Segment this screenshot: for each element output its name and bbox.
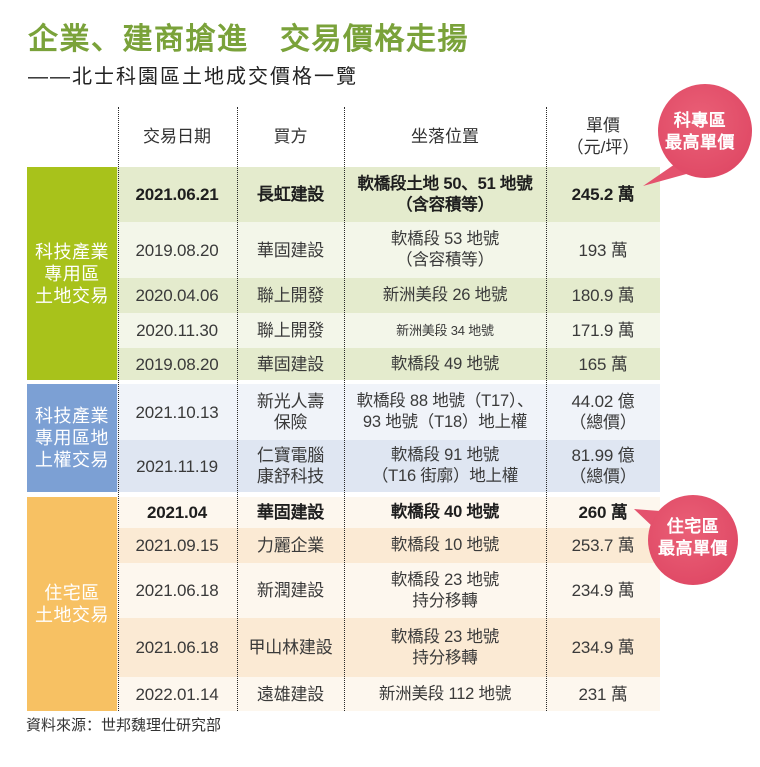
date-cell: 2021.06.18 — [135, 638, 219, 657]
date-cell: 2021.11.19 — [136, 456, 218, 476]
table-row: 2021.06.18 甲山林建設 軟橋段 23 地號 持分移轉 234.9 萬 — [117, 618, 660, 677]
column-header-date: 交易日期 — [143, 127, 211, 146]
date-cell: 2021.09.15 — [135, 536, 219, 555]
buyer-cell: 聯上開發 — [256, 286, 325, 305]
location-cell: 軟橋段土地 50、51 地號 （含容積等） — [357, 174, 533, 214]
location-cell: 軟橋段 91 地號 （T16 街廓）地上權 — [371, 446, 519, 485]
price-cell: 260 萬 — [578, 503, 628, 522]
price-cell: 193 萬 — [578, 240, 628, 260]
table-row: 2022.01.14 遠雄建設 新洲美段 112 地號 231 萬 — [117, 677, 660, 711]
category-residential-land: 住宅區 土地交易 — [27, 497, 117, 711]
column-divider — [237, 107, 238, 711]
table-row: 2020.11.30 聯上開發 新洲美段 34 地號 171.9 萬 — [117, 313, 660, 348]
category-tech-land: 科技產業 專用區 土地交易 — [27, 167, 117, 380]
buyer-cell: 長虹建設 — [256, 185, 325, 204]
date-cell: 2021.10.13 — [135, 402, 219, 422]
table-row: 2021.04 華固建設 軟橋段 40 地號 260 萬 — [117, 497, 660, 528]
page-subtitle: ——北士科園區土地成交價格一覽 — [28, 66, 358, 88]
date-cell: 2022.01.14 — [135, 684, 219, 704]
location-cell: 軟橋段 10 地號 — [390, 536, 500, 554]
buyer-cell: 力麗企業 — [256, 536, 325, 555]
price-cell: 180.9 萬 — [571, 286, 635, 305]
date-cell: 2020.04.06 — [135, 286, 219, 305]
price-cell: 234.9 萬 — [571, 581, 635, 600]
column-divider — [344, 107, 345, 711]
buyer-cell: 華固建設 — [256, 240, 325, 260]
table-row: 2021.10.13 新光人壽 保險 軟橋段 88 地號（T17）、 93 地號… — [117, 384, 660, 440]
table-row: 2019.08.20 華固建設 軟橋段 53 地號 （含容積等） 193 萬 — [117, 222, 660, 278]
source-note: 資料來源：世邦魏理仕研究部 — [26, 717, 222, 734]
date-cell: 2021.06.18 — [135, 581, 219, 600]
column-header-unit-price: 單價 （元/坪） — [566, 116, 640, 157]
table-row: 2021.09.15 力麗企業 軟橋段 10 地號 253.7 萬 — [117, 528, 660, 563]
column-divider — [546, 107, 547, 711]
price-cell: 245.2 萬 — [571, 185, 635, 204]
location-cell: 軟橋段 53 地號 （含容積等） — [390, 230, 500, 269]
buyer-cell: 新潤建設 — [256, 581, 325, 600]
table-row: 2019.08.20 華固建設 軟橋段 49 地號 165 萬 — [117, 348, 660, 380]
callout-text-tech-zone-highest: 科專區 最高單價 — [665, 111, 735, 152]
location-cell: 新洲美段 112 地號 — [378, 684, 512, 703]
buyer-cell: 華固建設 — [256, 503, 325, 522]
date-cell: 2021.04 — [146, 503, 208, 522]
date-cell: 2021.06.21 — [135, 185, 219, 204]
table-row: 2021.06.21 長虹建設 軟橋段土地 50、51 地號 （含容積等） 24… — [117, 167, 660, 222]
column-divider — [118, 107, 119, 711]
price-cell: 171.9 萬 — [571, 321, 635, 340]
buyer-cell: 華固建設 — [256, 354, 325, 374]
location-cell: 軟橋段 23 地號 持分移轉 — [390, 570, 500, 610]
table-row: 2021.11.19 仁寶電腦 康舒科技 軟橋段 91 地號 （T16 街廓）地… — [117, 440, 660, 492]
price-cell: 231 萬 — [578, 684, 628, 704]
callout-text-residential-highest: 住宅區 最高單價 — [658, 517, 728, 558]
buyer-cell: 遠雄建設 — [256, 684, 325, 704]
table-row: 2020.04.06 聯上開發 新洲美段 26 地號 180.9 萬 — [117, 278, 660, 313]
price-cell: 253.7 萬 — [571, 536, 635, 555]
category-tech-surface-rights: 科技產業 專用區地 上權交易 — [27, 384, 117, 492]
column-header-location: 坐落位置 — [411, 127, 479, 146]
price-cell: 44.02 億 （總價） — [569, 392, 637, 432]
location-cell: 新洲美段 34 地號 — [396, 323, 494, 338]
location-cell: 新洲美段 26 地號 — [382, 286, 508, 304]
date-cell: 2019.08.20 — [135, 354, 219, 374]
location-cell: 軟橋段 23 地號 持分移轉 — [390, 627, 500, 667]
table-row: 2021.06.18 新潤建設 軟橋段 23 地號 持分移轉 234.9 萬 — [117, 563, 660, 618]
date-cell: 2019.08.20 — [135, 240, 219, 260]
buyer-cell: 甲山林建設 — [248, 638, 333, 657]
buyer-cell: 聯上開發 — [256, 321, 325, 340]
buyer-cell: 仁寶電腦 康舒科技 — [256, 446, 325, 486]
column-header-buyer: 買方 — [273, 127, 308, 146]
location-cell: 軟橋段 40 地號 — [390, 503, 500, 521]
price-cell: 81.99 億 （總價） — [569, 446, 637, 486]
price-cell: 165 萬 — [578, 354, 628, 374]
price-cell: 234.9 萬 — [571, 638, 635, 657]
location-cell: 軟橋段 88 地號（T17）、 93 地號（T18）地上權 — [356, 392, 534, 431]
page-title: 企業、建商搶進 交易價格走揚 — [28, 22, 469, 57]
date-cell: 2020.11.30 — [136, 321, 218, 340]
buyer-cell: 新光人壽 保險 — [256, 392, 325, 432]
location-cell: 軟橋段 49 地號 — [390, 354, 500, 373]
